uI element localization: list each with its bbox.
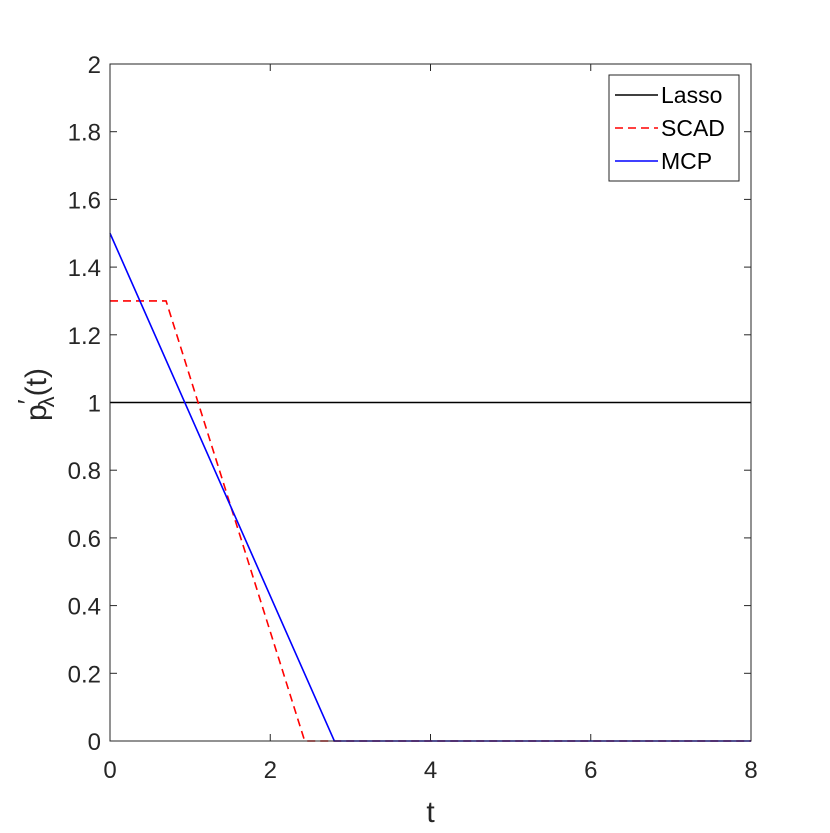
y-axis-label-prime: ′	[12, 399, 42, 404]
legend: Lasso SCAD MCP	[608, 74, 740, 182]
y-tick-label: 0.8	[68, 458, 101, 485]
y-tick-label: 1.4	[68, 255, 101, 282]
legend-label-scad: SCAD	[661, 115, 725, 141]
y-axis-label-sub: λ	[34, 396, 59, 407]
y-tick-label: 2	[88, 52, 101, 79]
y-tick-label: 0.2	[68, 661, 101, 688]
x-tick-label: 2	[264, 757, 277, 784]
y-tick-label: 1.2	[68, 323, 101, 350]
ticks-layer: 0 2 4 6 8 0 0.2 0.4 0.6 0.8 1 1.2 1.4 1.6 1.8 2	[68, 52, 758, 784]
y-axis-label: p′λ(t)	[12, 368, 59, 421]
y-tick-label: 1.6	[68, 187, 101, 214]
y-tick-label: 0.6	[68, 526, 101, 553]
x-tick-label: 4	[424, 757, 437, 784]
x-tick-label: 6	[584, 757, 597, 784]
y-tick-label: 0	[88, 729, 101, 756]
y-tick-label: 1.8	[68, 120, 101, 147]
legend-label-mcp: MCP	[661, 148, 712, 174]
series-line-scad	[110, 300, 751, 742]
labels-layer: t p′λ(t)	[12, 368, 435, 829]
x-tick-label: 0	[103, 757, 116, 784]
x-axis-label: t	[426, 796, 435, 829]
series-line-mcp	[109, 232, 751, 742]
y-tick-label: 0.4	[68, 594, 101, 621]
legend-label-lasso: Lasso	[661, 82, 722, 108]
y-axis-label-main: p	[20, 404, 53, 421]
x-tick-label: 8	[744, 757, 757, 784]
y-axis-label-args: (t)	[20, 368, 53, 396]
y-tick-label: 1	[88, 391, 101, 418]
series-layer	[109, 232, 751, 742]
plot-frame	[109, 63, 752, 742]
